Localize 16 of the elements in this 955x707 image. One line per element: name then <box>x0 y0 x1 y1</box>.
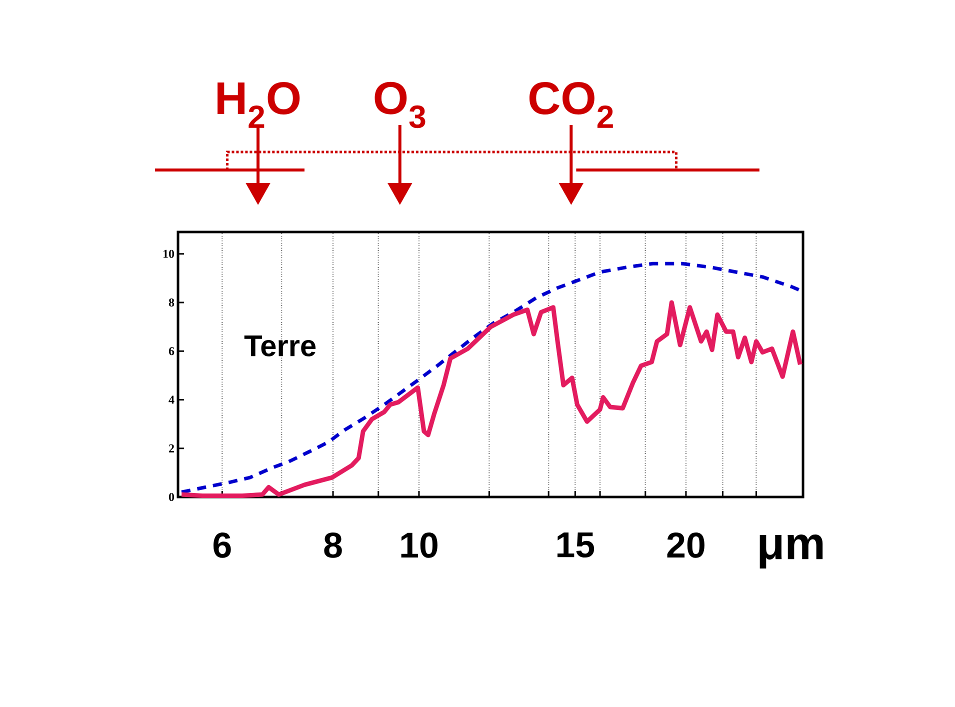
y-tick-label: 4 <box>168 396 174 404</box>
y-tick-label: 2 <box>169 444 174 452</box>
text: H$_{2}$O <box>218 82 300 128</box>
annotation: Terre <box>244 336 316 356</box>
x-tick-label: 15 <box>557 532 594 558</box>
y-tick-label: 6 <box>168 347 174 356</box>
x-tick-label: 6 <box>214 532 231 558</box>
y-tick-label: 0 <box>168 492 174 502</box>
x-tick-label: 10 <box>401 532 438 558</box>
x-tick-label: 8 <box>324 532 342 558</box>
text: CO$_{2}$ <box>529 82 613 128</box>
x-tick-label: 20 <box>667 532 704 558</box>
x-axis-title: μm <box>760 534 823 568</box>
text: O$_{3}$ <box>374 82 426 128</box>
y-tick-label: 10 <box>163 250 174 258</box>
y-tick-label: 8 <box>168 298 174 307</box>
